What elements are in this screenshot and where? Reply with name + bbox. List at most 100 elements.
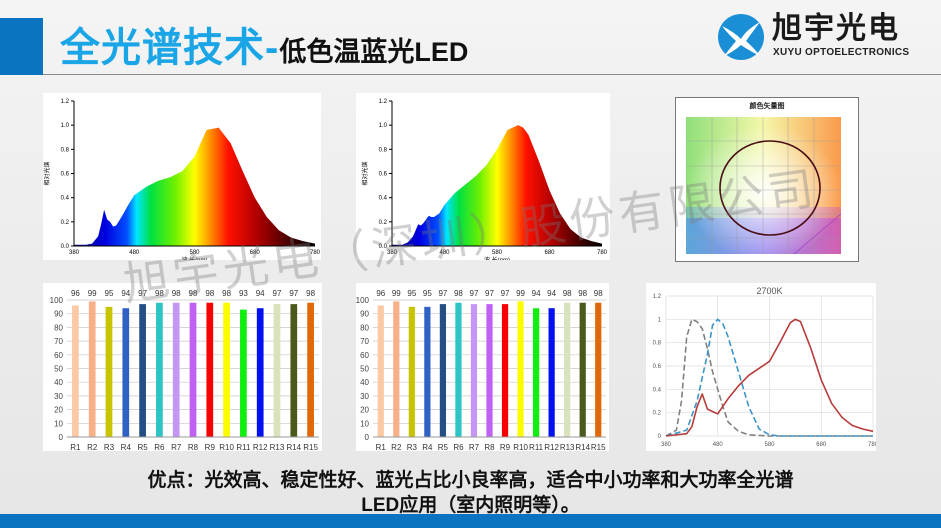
svg-text:93: 93 <box>239 289 248 298</box>
svg-text:98: 98 <box>578 289 587 298</box>
svg-text:相对光谱: 相对光谱 <box>43 161 51 185</box>
svg-text:R5: R5 <box>137 443 148 451</box>
svg-text:98: 98 <box>306 289 315 298</box>
cri-bar-chart-1-plot: 0 10 20 30 40 50 60 70 80 90 100 96 R1 99 R2 95 R3 94 R4 97… <box>50 289 319 452</box>
svg-text:0.6: 0.6 <box>379 172 388 178</box>
title-main: 全光谱技术- <box>60 26 280 70</box>
svg-text:0.0: 0.0 <box>61 244 70 250</box>
svg-text:96: 96 <box>376 289 385 298</box>
svg-text:95: 95 <box>407 289 416 298</box>
cri-bar-r10 <box>223 302 230 437</box>
svg-text:R9: R9 <box>500 443 511 451</box>
svg-text:R6: R6 <box>453 443 464 451</box>
color-vector-title: 颜色矢量图 <box>750 101 785 110</box>
cri-bar-r6 <box>156 302 163 437</box>
page-title: 全光谱技术- 低色温蓝光LED <box>60 18 468 74</box>
svg-text:50: 50 <box>54 365 63 374</box>
cri-bar-r9 <box>501 304 509 437</box>
cri-bar-r5 <box>139 304 146 437</box>
svg-text:0.6: 0.6 <box>653 364 662 370</box>
cri-bar-r9 <box>206 302 214 437</box>
company-logo: 旭宇光电 XUYU OPTOELECTRONICS <box>716 12 916 62</box>
cri-bar-chart-2: 0 10 20 30 40 50 60 70 80 90 100 96 R1 99 R2 95 R3 95 R4 97… <box>356 283 609 452</box>
caption-line-2: LED应用（室内照明等）。 <box>361 495 580 516</box>
svg-text:70: 70 <box>360 337 369 346</box>
svg-text:97: 97 <box>138 289 147 298</box>
svg-text:380: 380 <box>661 442 672 448</box>
svg-text:70: 70 <box>54 337 63 346</box>
svg-text:380: 380 <box>69 250 80 256</box>
cri-bar-r11 <box>240 309 247 437</box>
svg-text:96: 96 <box>71 289 80 298</box>
svg-text:R8: R8 <box>188 443 199 451</box>
svg-text:480: 480 <box>129 250 140 256</box>
svg-text:99: 99 <box>88 289 97 298</box>
svg-text:R7: R7 <box>171 443 182 451</box>
svg-text:1.2: 1.2 <box>61 99 70 105</box>
svg-text:0.8: 0.8 <box>379 147 388 153</box>
cri-bar-r3 <box>105 306 113 437</box>
cri-bar-r8 <box>486 304 493 437</box>
svg-text:97: 97 <box>470 289 479 298</box>
cri-bar-r5 <box>439 304 447 437</box>
cri-bar-r6 <box>455 302 462 437</box>
svg-text:680: 680 <box>544 250 555 256</box>
svg-text:2700K: 2700K <box>756 286 782 296</box>
svg-text:1.2: 1.2 <box>653 294 662 300</box>
svg-text:0.0: 0.0 <box>379 244 388 250</box>
svg-text:380: 380 <box>387 250 398 256</box>
cri-bar-chart-1: 0 10 20 30 40 50 60 70 80 90 100 96 R1 99 R2 95 R3 94 R4 97… <box>43 283 322 452</box>
svg-text:R13: R13 <box>560 443 575 451</box>
cri-bar-r14 <box>579 302 586 437</box>
spectrum-area <box>392 125 602 246</box>
svg-text:0.4: 0.4 <box>61 196 70 202</box>
svg-text:97: 97 <box>485 289 494 298</box>
cri-bar-r13 <box>273 304 281 437</box>
cri-bar-r4 <box>122 308 130 437</box>
svg-text:94: 94 <box>256 289 265 298</box>
cri-bar-r12 <box>548 308 555 437</box>
svg-text:0.2: 0.2 <box>379 220 388 226</box>
svg-text:0.4: 0.4 <box>653 387 662 393</box>
svg-text:R11: R11 <box>236 443 251 451</box>
svg-text:60: 60 <box>54 351 63 360</box>
svg-text:0: 0 <box>658 434 662 440</box>
spectrum-area <box>74 127 315 246</box>
cri-bar-r1 <box>72 305 79 437</box>
color-vector-chart: 颜色矢量图 <box>675 97 859 262</box>
cri-bar-r14 <box>290 304 298 437</box>
svg-text:100: 100 <box>356 296 370 305</box>
svg-text:R4: R4 <box>121 443 132 451</box>
cri-bar-r1 <box>377 305 384 437</box>
cri-bar-chart-2-plot: 0 10 20 30 40 50 60 70 80 90 100 96 R1 99 R2 95 R3 95 R4 97… <box>356 289 606 452</box>
svg-text:97: 97 <box>273 289 282 298</box>
svg-text:R8: R8 <box>484 443 495 451</box>
svg-text:480: 480 <box>439 250 450 256</box>
cri-bar-r11 <box>532 308 540 437</box>
svg-text:R12: R12 <box>544 443 559 451</box>
cri-bar-r10 <box>517 301 524 437</box>
cri-bar-r3 <box>408 306 415 437</box>
svg-text:97: 97 <box>501 289 510 298</box>
cri-bar-r8 <box>189 302 197 437</box>
svg-text:97: 97 <box>438 289 447 298</box>
svg-text:10: 10 <box>54 419 63 428</box>
cri-bar-r4 <box>424 306 431 437</box>
svg-text:20: 20 <box>54 406 63 415</box>
spectrum-chart-2: 0.00.20.40.60.81.01.2380480580680780波 长(… <box>356 93 610 264</box>
color-vector-plot: 颜色矢量图 <box>686 101 842 255</box>
svg-text:30: 30 <box>360 392 369 401</box>
svg-text:99: 99 <box>392 289 401 298</box>
svg-text:0.4: 0.4 <box>379 196 388 202</box>
svg-text:98: 98 <box>205 289 214 298</box>
svg-text:98: 98 <box>454 289 463 298</box>
spectrum-2700k-chart: 2700K 0 0.2 0.4 0.6 0.8 1 1.2 380 480 580 680 780 <box>646 283 879 451</box>
svg-text:R6: R6 <box>154 443 165 451</box>
logo-english-name: XUYU OPTOELECTRONICS <box>773 47 910 58</box>
svg-text:97: 97 <box>289 289 298 298</box>
svg-text:R14: R14 <box>286 443 301 451</box>
title-divider <box>43 74 941 75</box>
svg-text:R3: R3 <box>104 443 115 451</box>
series-red-solid <box>665 318 874 437</box>
svg-text:0.8: 0.8 <box>653 341 662 347</box>
